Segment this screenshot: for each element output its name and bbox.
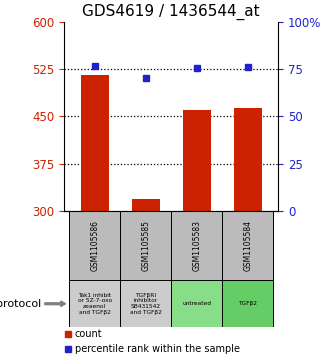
- Bar: [171, 280, 222, 327]
- Text: protocol: protocol: [0, 299, 42, 309]
- Text: count: count: [75, 330, 102, 339]
- Text: GSM1105583: GSM1105583: [192, 220, 201, 271]
- Text: untreated: untreated: [182, 301, 211, 306]
- Bar: [81, 76, 109, 211]
- Text: TGFβ2: TGFβ2: [238, 301, 257, 306]
- Bar: [120, 280, 171, 327]
- Bar: [69, 280, 120, 327]
- Text: percentile rank within the sample: percentile rank within the sample: [75, 344, 240, 354]
- Bar: [222, 211, 273, 280]
- Bar: [69, 211, 120, 280]
- Bar: [120, 211, 171, 280]
- Text: GSM1105585: GSM1105585: [141, 220, 150, 271]
- Text: TGFβRI
inhibitor
SB431542
and TGFβ2: TGFβRI inhibitor SB431542 and TGFβ2: [130, 293, 162, 315]
- Text: Tak1 inhibit
or 5Z-7-oxo
zeaenol
and TGFβ2: Tak1 inhibit or 5Z-7-oxo zeaenol and TGF…: [77, 293, 112, 315]
- Title: GDS4619 / 1436544_at: GDS4619 / 1436544_at: [82, 4, 260, 20]
- Bar: [222, 280, 273, 327]
- Text: GSM1105584: GSM1105584: [243, 220, 252, 271]
- Bar: [183, 110, 211, 211]
- Bar: [132, 200, 160, 211]
- Bar: [234, 108, 262, 211]
- Text: GSM1105586: GSM1105586: [90, 220, 99, 271]
- Bar: [171, 211, 222, 280]
